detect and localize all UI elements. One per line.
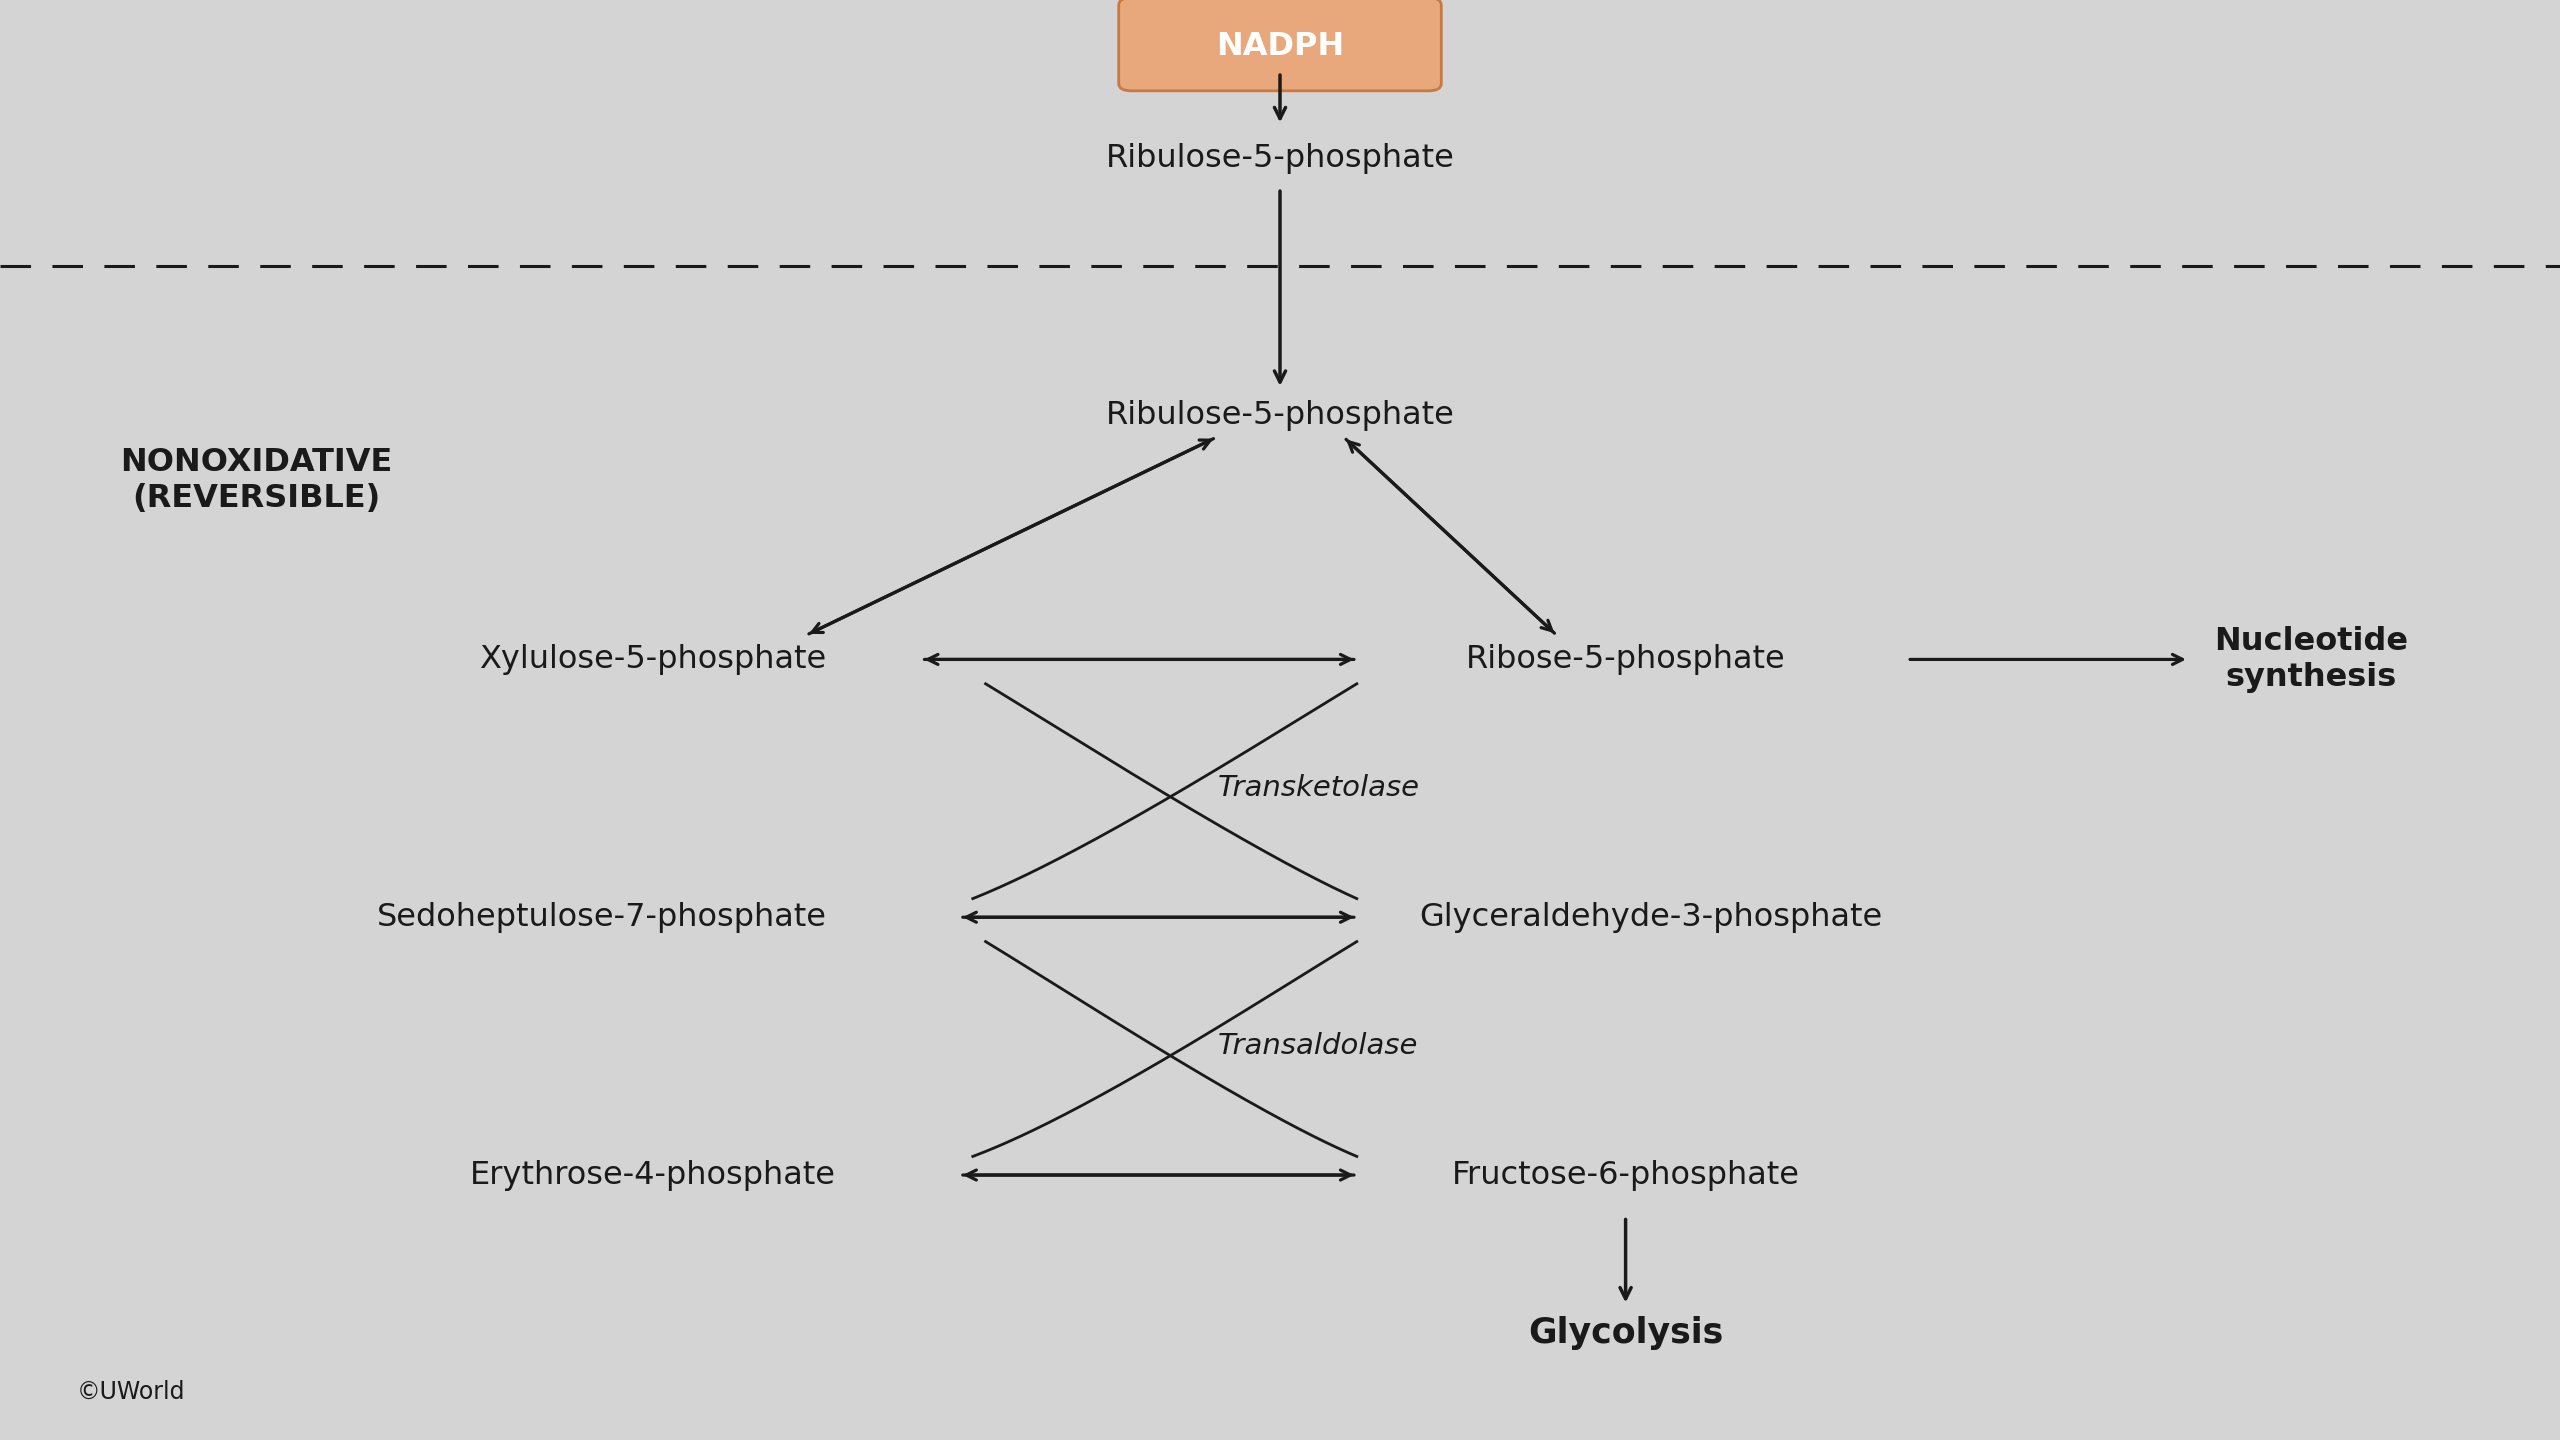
Text: Sedoheptulose-7-phosphate: Sedoheptulose-7-phosphate — [376, 901, 827, 933]
Text: NONOXIDATIVE
(REVERSIBLE): NONOXIDATIVE (REVERSIBLE) — [120, 446, 392, 514]
Text: Xylulose-5-phosphate: Xylulose-5-phosphate — [479, 644, 827, 675]
Text: Ribulose-5-phosphate: Ribulose-5-phosphate — [1106, 143, 1454, 174]
Text: Glycolysis: Glycolysis — [1528, 1316, 1723, 1349]
Text: Ribulose-5-phosphate: Ribulose-5-phosphate — [1106, 400, 1454, 432]
Text: ©UWorld: ©UWorld — [77, 1380, 184, 1404]
Text: Nucleotide
synthesis: Nucleotide synthesis — [2214, 626, 2409, 693]
Text: NADPH: NADPH — [1216, 30, 1344, 62]
Text: Transketolase: Transketolase — [1219, 775, 1418, 802]
Text: Fructose-6-phosphate: Fructose-6-phosphate — [1452, 1159, 1800, 1191]
Text: Ribose-5-phosphate: Ribose-5-phosphate — [1467, 644, 1784, 675]
Text: Glyceraldehyde-3-phosphate: Glyceraldehyde-3-phosphate — [1421, 901, 1882, 933]
Text: Transaldolase: Transaldolase — [1219, 1032, 1418, 1060]
Text: Erythrose-4-phosphate: Erythrose-4-phosphate — [471, 1159, 835, 1191]
FancyBboxPatch shape — [1119, 0, 1441, 91]
